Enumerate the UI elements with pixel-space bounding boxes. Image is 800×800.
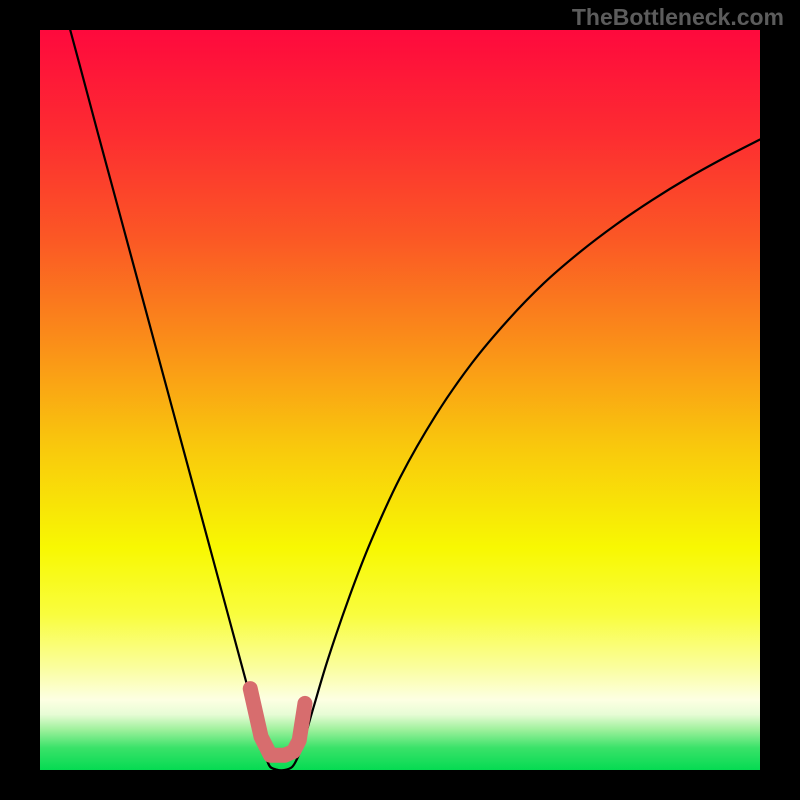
plot-background <box>40 30 760 770</box>
bottleneck-curve-chart <box>0 0 800 800</box>
chart-container: TheBottleneck.com <box>0 0 800 800</box>
watermark-text: TheBottleneck.com <box>572 4 784 31</box>
